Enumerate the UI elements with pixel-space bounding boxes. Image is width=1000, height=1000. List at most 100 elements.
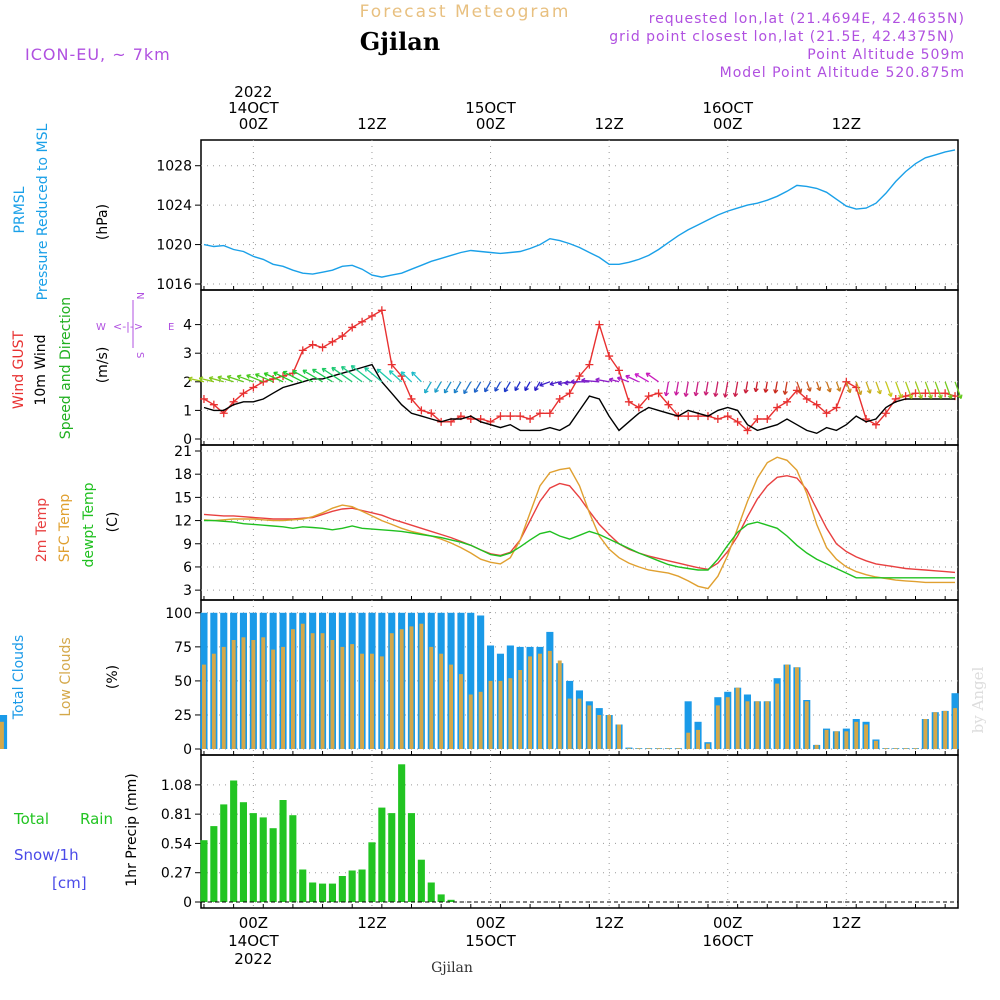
top-time-label: 16OCT	[702, 99, 753, 117]
wind-unit: (m/s)	[95, 347, 111, 384]
y-tick-label: 18	[174, 467, 192, 483]
gust-marker	[871, 420, 880, 429]
bar-total-clouds	[477, 615, 485, 749]
wind-arrow-head	[625, 374, 630, 380]
wind-arrow	[645, 372, 659, 383]
bar-low-clouds	[676, 748, 681, 749]
bar-low-clouds	[379, 656, 384, 749]
dew-label: dewpt Temp	[81, 482, 97, 567]
wind-arrow-head	[693, 391, 699, 397]
wind-arrow-head	[514, 386, 519, 392]
wind-arrow-head	[539, 381, 544, 387]
gust-label: Wind GUST	[11, 330, 27, 409]
panel-frame	[200, 444, 959, 601]
wind-arrow	[675, 381, 679, 396]
gust-marker	[921, 389, 930, 398]
wind-arrow	[825, 381, 831, 393]
bottom-time-label: 00Z	[239, 914, 268, 932]
wind-arrow	[754, 381, 759, 392]
bar-low-clouds	[834, 731, 839, 749]
gust-marker	[249, 383, 258, 392]
compass-arrows: <-|->	[113, 320, 143, 333]
gust-marker	[239, 389, 248, 398]
bar-total-rain	[338, 876, 346, 902]
compass-n: N	[134, 292, 145, 299]
wind-arrow	[292, 370, 313, 383]
gust-marker	[644, 392, 653, 401]
wind-arrow	[595, 378, 610, 383]
model-name: ICON-EU, ~ 7km	[25, 45, 171, 64]
gust-marker	[783, 397, 792, 406]
wind-arrow-head	[581, 377, 586, 384]
bar-total-rain	[269, 828, 277, 902]
bar-low-clouds	[241, 637, 246, 749]
bar-low-clouds	[547, 650, 552, 749]
bar-low-clouds	[468, 694, 473, 749]
gust-marker	[931, 389, 940, 398]
y-tick-label: 100	[165, 606, 192, 622]
pressure-unit: (hPa)	[95, 204, 111, 240]
wind-arrow	[264, 372, 284, 383]
bar-total-rain	[407, 813, 415, 902]
wind-arrow-head	[663, 391, 670, 397]
wind-arrow-head	[782, 390, 788, 395]
panel-precip: 0 0.27 0.54 0.81 1.08	[161, 754, 959, 911]
wind-arrow-head	[816, 386, 822, 392]
bar-total-rain	[447, 899, 455, 902]
bar-low-clouds	[478, 691, 483, 749]
top-time-label: 12Z	[832, 115, 861, 133]
bar-low-clouds	[271, 649, 276, 749]
bar-low-clouds	[221, 646, 226, 749]
wind-arrow-head	[908, 394, 914, 400]
wind-arrow-head	[208, 376, 214, 382]
wind-arrow-head	[198, 376, 204, 382]
wind-arrow	[714, 381, 719, 397]
compass-rose: W E <-|-> N S	[96, 292, 174, 358]
low-clouds-label: Low Clouds	[58, 637, 74, 716]
y-tick-label: 3	[183, 346, 192, 362]
wind-arrow-head	[263, 372, 269, 377]
y-tick-label: 1028	[156, 159, 192, 175]
bar-low-clouds	[508, 678, 513, 749]
top-time-label: 12Z	[357, 115, 386, 133]
bar-total-rain	[299, 869, 307, 902]
wind-arrow-head	[846, 388, 852, 394]
gust-marker	[743, 426, 752, 435]
gust-marker	[565, 389, 574, 398]
compass-w: W	[96, 322, 106, 333]
bar-low-clouds	[854, 721, 859, 749]
gust-marker	[812, 400, 821, 409]
wind-arrow-head	[732, 392, 739, 397]
wind-arrow-head	[826, 387, 832, 393]
wind-arrow-head	[226, 374, 232, 380]
bar-low-clouds	[913, 748, 918, 749]
gust-marker	[654, 389, 663, 398]
y-tick-label: 1	[183, 403, 192, 419]
bar-total-rain	[249, 813, 257, 902]
bottom-time-label: 12Z	[357, 914, 386, 932]
bar-low-clouds	[775, 683, 780, 749]
bottom-time-label: 2022	[234, 950, 272, 968]
bar-low-clouds	[903, 748, 908, 749]
y-tick-label: 15	[174, 490, 192, 506]
wind-label: 10m Wind	[33, 334, 49, 405]
wind-arrow	[865, 381, 871, 394]
y-tick-label: 50	[174, 674, 192, 690]
wind-arrow-head	[400, 371, 406, 376]
wind-arrow-head	[254, 373, 260, 378]
bar-total-rain	[200, 840, 208, 902]
wind-arrow-head	[549, 381, 555, 387]
series-line-10m-wind	[203, 363, 955, 435]
bar-low-clouds	[310, 633, 315, 749]
wind-arrow-head	[443, 388, 449, 394]
chart-subtitle: Forecast Meteogram	[360, 2, 571, 22]
wind-arrow-head	[282, 370, 288, 376]
bar-low-clouds	[231, 640, 236, 749]
bottom-time-label: 00Z	[476, 914, 505, 932]
gust-marker	[733, 417, 742, 426]
gust-marker	[595, 320, 604, 329]
bar-low-clouds	[666, 748, 671, 749]
wind-arrow-head	[836, 387, 842, 392]
wind-arrow	[444, 381, 452, 394]
